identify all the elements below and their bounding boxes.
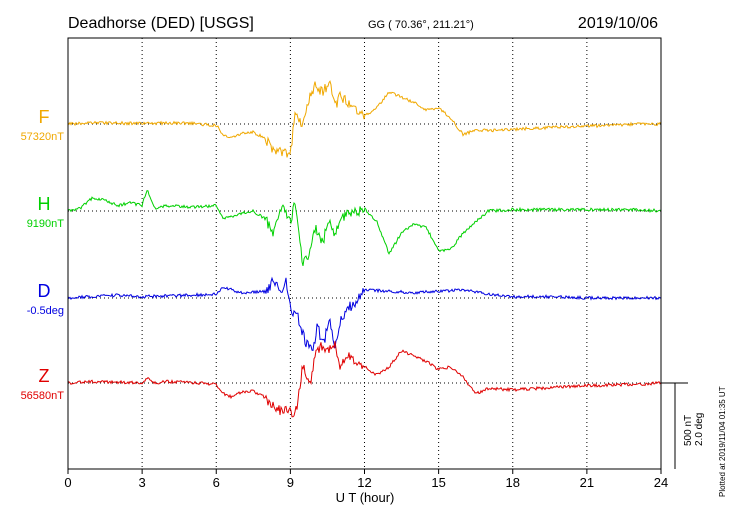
scale-bar: 500 nT 2.0 deg (661, 382, 705, 469)
baseline-value-f: 57320nT (21, 131, 65, 143)
x-tick-label: 9 (287, 475, 294, 490)
x-axis-ticks: 0 3 6 9 12 15 18 21 24 (64, 469, 668, 490)
x-tick-label: 6 (213, 475, 220, 490)
plotted-timestamp: Plotted at 2019/11/04 01:35 UT (718, 386, 727, 497)
x-tick-label: 0 (64, 475, 71, 490)
series-line-f (67, 80, 662, 158)
scale-label-nt: 500 nT (683, 415, 694, 446)
series-name-f: F (39, 107, 50, 127)
x-tick-label: 21 (580, 475, 594, 490)
baseline-value-h: 9190nT (27, 218, 65, 230)
baseline-value-z: 56580nT (21, 390, 65, 402)
x-tick-label: 12 (357, 475, 371, 490)
grid-lines (141, 38, 588, 469)
baseline-value-d: -0.5deg (27, 305, 64, 317)
component-labels: F 57320nT H 9190nT D -0.5deg Z 56580nT (21, 107, 65, 402)
series-line-d (67, 276, 662, 351)
scale-label-deg: 2.0 deg (694, 413, 705, 446)
station-coordinates: GG ( 70.36°, 211.21°) (368, 19, 474, 31)
series-layer (67, 80, 662, 418)
x-tick-label: 24 (654, 475, 668, 490)
series-line-z (67, 341, 662, 418)
x-axis-title: U T (hour) (336, 490, 395, 505)
series-line-h (67, 190, 662, 267)
series-name-d: D (38, 281, 51, 301)
x-tick-label: 3 (139, 475, 146, 490)
x-tick-label: 18 (506, 475, 520, 490)
series-name-h: H (38, 194, 51, 214)
series-name-z: Z (39, 366, 50, 386)
x-tick-label: 15 (431, 475, 445, 490)
chart-date: 2019/10/06 (578, 15, 658, 32)
chart-title: Deadhorse (DED) [USGS] (68, 15, 254, 32)
